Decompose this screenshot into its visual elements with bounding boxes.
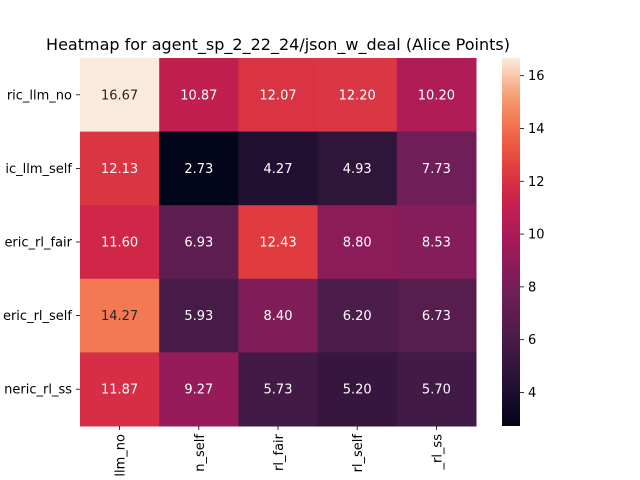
column-tick-label: n_self: [193, 434, 208, 472]
cell-value-label: 12.13: [101, 162, 138, 177]
cell-value-label: 12.43: [259, 236, 296, 251]
cell-value-label: 5.73: [264, 383, 293, 398]
colorbar-tick-label: 8: [528, 280, 536, 295]
heatmap-cell: [317, 352, 398, 427]
row-axis: ric_llm_no ic_llm_self eric_rl_fair eric_rl…: [3, 88, 80, 398]
heatmap-cell: [238, 352, 319, 427]
heatmap-cell: [80, 131, 160, 206]
cell-value-label: 12.07: [259, 88, 296, 103]
chart-title: Heatmap for agent_sp_2_22_24/json_w_deal…: [46, 35, 510, 55]
column-tick-label: _rl_ss: [430, 434, 445, 471]
cell-value-label: 12.20: [339, 88, 376, 103]
cell-value-label: 9.27: [184, 383, 213, 398]
heatmap-cell: [238, 131, 319, 206]
column-tick-label: llm_no: [114, 434, 129, 477]
cell-value-label: 11.87: [101, 383, 138, 398]
heatmap-cells: [80, 58, 477, 427]
heatmap-cell: [159, 352, 239, 427]
cell-value-label: 4.93: [343, 162, 372, 177]
heatmap-cell: [396, 131, 477, 206]
row-tick-label: neric_rl_ss: [4, 383, 72, 398]
cell-value-label: 2.73: [184, 162, 213, 177]
heatmap-cell: [80, 205, 160, 280]
cell-value-label: 11.60: [101, 236, 138, 251]
colorbar: 4 6 8 10 12 14 16: [502, 58, 545, 426]
heatmap-cell: [80, 278, 160, 353]
heatmap-cell: [317, 205, 398, 280]
row-tick-label: eric_rl_fair: [4, 236, 72, 251]
heatmap-cell: [80, 58, 160, 133]
colorbar-tick-label: 12: [528, 175, 545, 190]
heatmap-cell: [159, 58, 239, 133]
heatmap-cell: [159, 278, 239, 353]
colorbar-tick-label: 6: [528, 333, 536, 348]
column-tick-label: rl_self: [351, 434, 366, 473]
column-tick-label: rl_fair: [272, 433, 287, 471]
colorbar-tick-label: 4: [528, 386, 536, 401]
heatmap-cell: [159, 205, 239, 280]
heatmap-cell: [396, 205, 477, 280]
cell-value-label: 10.20: [418, 88, 455, 103]
cell-value-label: 7.73: [422, 162, 451, 177]
heatmap-cell: [238, 58, 319, 133]
heatmap-cell: [317, 131, 398, 206]
row-tick-label: ic_llm_self: [5, 162, 72, 177]
colorbar-tick-label: 16: [528, 69, 545, 84]
colorbar-tick-label: 10: [528, 228, 545, 243]
heatmap-cell: [238, 205, 319, 280]
column-axis: llm_no n_self rl_fair rl_self _rl_ss: [114, 426, 445, 477]
colorbar-gradient: [502, 58, 520, 426]
heatmap-cell: [396, 278, 477, 353]
cell-value-label: 8.40: [264, 309, 293, 324]
heatmap-cell: [80, 352, 160, 427]
cell-value-label: 14.27: [101, 309, 138, 324]
colorbar-tick-label: 14: [528, 122, 545, 137]
cell-value-label: 5.20: [343, 383, 372, 398]
row-tick-label: ric_llm_no: [7, 88, 72, 103]
cell-value-label: 8.53: [422, 236, 451, 251]
cell-value-label: 4.27: [264, 162, 293, 177]
heatmap-cell: [159, 131, 239, 206]
row-tick-label: eric_rl_self: [3, 309, 72, 324]
heatmap-cell: [396, 352, 477, 427]
cell-value-label: 6.20: [343, 309, 372, 324]
cell-value-label: 16.67: [101, 88, 138, 103]
heatmap-cell: [317, 278, 398, 353]
cell-value-label: 8.80: [343, 236, 372, 251]
cell-value-label: 10.87: [180, 88, 217, 103]
heatmap-cell-labels: 16.67 10.87 12.07 12.20 10.20 12.13 2.73 4.27 4.…: [101, 88, 455, 397]
cell-value-label: 6.73: [422, 309, 451, 324]
heatmap-cell: [396, 58, 477, 133]
cell-value-label: 5.70: [422, 383, 451, 398]
heatmap-cell: [238, 278, 319, 353]
heatmap-cell: [317, 58, 398, 133]
cell-value-label: 5.93: [184, 309, 213, 324]
cell-value-label: 6.93: [184, 236, 213, 251]
